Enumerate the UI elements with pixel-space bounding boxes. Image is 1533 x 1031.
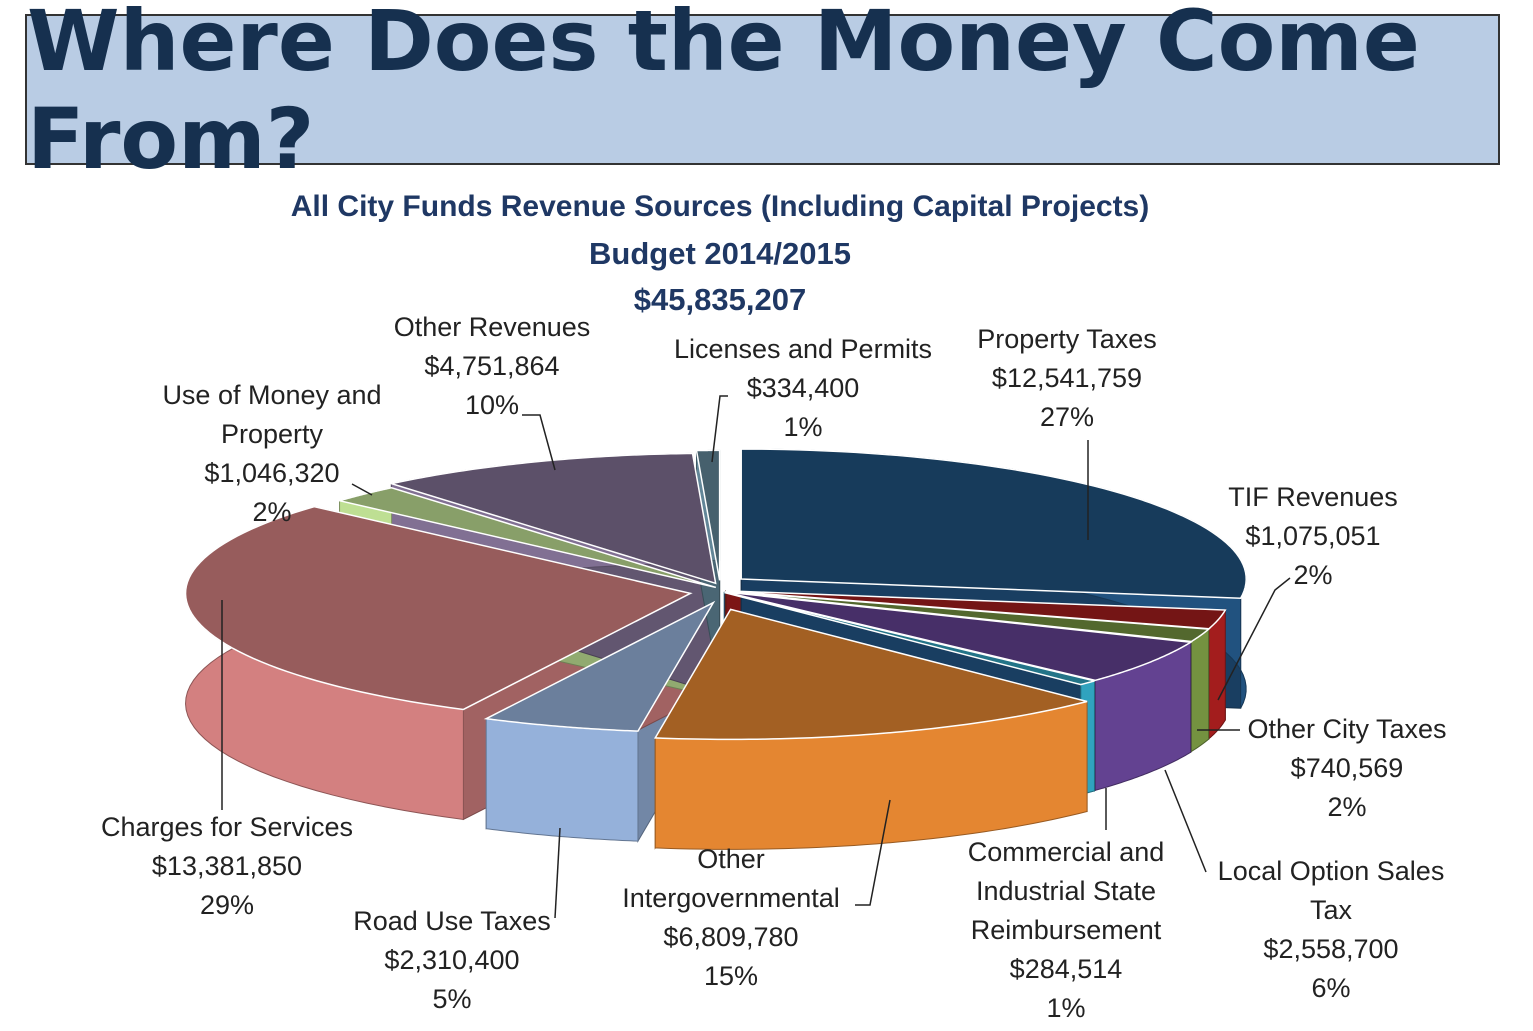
pie-side-tif_revenues (1208, 608, 1226, 740)
slice-percent: 10% (464, 390, 520, 420)
slice-label-other_city_taxes: Other City Taxes $740,569 2% (1247, 710, 1446, 827)
slice-amount: $740,569 (1290, 753, 1404, 783)
slice-label-licenses: Licenses and Permits $334,400 1% (674, 330, 932, 447)
chart-total: $45,835,207 (633, 282, 807, 317)
leader-line-tif_revenues (1217, 577, 1291, 701)
slice-amount: $2,558,700 (1263, 934, 1399, 964)
slice-name-line: Tax (1309, 895, 1353, 925)
slice-amount: $13,381,850 (151, 851, 303, 881)
slice-label-use_of_money: Use of Money and Property $1,046,320 2% (162, 376, 381, 532)
slice-label-tif_revenues: TIF Revenues $1,075,051 2% (1228, 478, 1398, 595)
slice-percent: 1% (1046, 993, 1086, 1023)
slice-label-other_intergov: Other Intergovernmental $6,809,780 15% (622, 840, 840, 996)
slice-percent: 2% (252, 497, 292, 527)
slice-name-line: Licenses and Permits (673, 334, 933, 364)
slice-percent: 5% (432, 984, 472, 1014)
pie-slice-tif_revenues (725, 590, 1227, 630)
slice-amount: $1,046,320 (204, 458, 340, 488)
slice-amount: $284,514 (1009, 954, 1123, 984)
slice-amount: $4,751,864 (424, 351, 560, 381)
leader-line-use_of_money (351, 483, 373, 496)
leader-line-other_intergov (855, 799, 891, 906)
slice-amount: $1,075,051 (1245, 521, 1381, 551)
pie-slice-other_city_taxes (725, 590, 1211, 643)
slice-label-other_revenues: Other Revenues $4,751,864 10% (394, 308, 591, 425)
leader-line-local_option (1164, 769, 1207, 873)
slice-label-commercial: Commercial and Industrial State Reimbursem… (968, 833, 1165, 1028)
pie-slice-charges (184, 505, 693, 711)
slice-amount: $334,400 (746, 373, 860, 403)
slice-name-line: TIF Revenues (1228, 482, 1398, 512)
slice-name-line: Property Taxes (977, 324, 1157, 354)
slice-name-line: Local Option Sales (1217, 856, 1445, 886)
slice-name-line: Other City Taxes (1247, 714, 1447, 744)
chart-subtitle: Budget 2014/2015 (589, 236, 851, 271)
slice-percent: 2% (1327, 792, 1367, 822)
slice-amount: $12,541,759 (991, 363, 1143, 393)
slice-name-line: Intergovernmental (622, 883, 840, 913)
slice-name-line: Other Revenues (393, 312, 591, 342)
leader-line-other_revenues (522, 414, 556, 471)
slice-label-road_use: Road Use Taxes $2,310,400 5% (353, 902, 551, 1019)
slice-amount: $6,809,780 (663, 922, 799, 952)
pie-side-other_city_taxes (1190, 628, 1210, 753)
slice-percent: 1% (783, 412, 823, 442)
slice-name-line: Use of Money and (162, 380, 382, 410)
title-banner: Where Does the Money Come From? (25, 0, 1500, 188)
pie-slice-local_option (724, 591, 1193, 682)
pie-slice-licenses (695, 449, 721, 581)
pie-slice-other_intergov (653, 608, 1088, 741)
pie-slice-property_taxes (740, 448, 1247, 600)
slice-amount: $2,310,400 (384, 945, 520, 975)
pie-side-road_use (485, 718, 639, 842)
page-title: Where Does the Money Come From? (27, 0, 1420, 188)
slice-label-local_option: Local Option Sales Tax $2,558,700 6% (1218, 852, 1445, 1008)
slice-percent: 29% (199, 890, 255, 920)
slice-percent: 15% (703, 961, 759, 991)
slice-percent: 2% (1293, 560, 1333, 590)
slice-name-line: Commercial and (967, 837, 1165, 867)
slice-percent: 27% (1039, 402, 1095, 432)
leader-line-road_use (554, 827, 561, 919)
slice-label-property_taxes: Property Taxes $12,541,759 27% (977, 320, 1157, 437)
slice-name-line: Property (220, 419, 324, 449)
leader-line-licenses (711, 395, 728, 463)
pie-slice-commercial (724, 591, 1095, 686)
slice-name-line: Other (697, 844, 765, 874)
slice-percent: 6% (1311, 973, 1351, 1003)
pie-slice-other_revenues (388, 452, 717, 585)
chart-title: All City Funds Revenue Sources (Includin… (290, 190, 1150, 223)
slice-name-line: Reimbursement (970, 915, 1162, 945)
slice-label-charges: Charges for Services $13,381,850 29% (101, 808, 353, 925)
slice-name-line: Charges for Services (100, 812, 354, 842)
slice-name-line: Industrial State (975, 876, 1157, 906)
pie-slice-road_use (483, 600, 716, 732)
slice-name-line: Road Use Taxes (353, 906, 551, 936)
pie-slice-use_of_money (336, 486, 717, 589)
